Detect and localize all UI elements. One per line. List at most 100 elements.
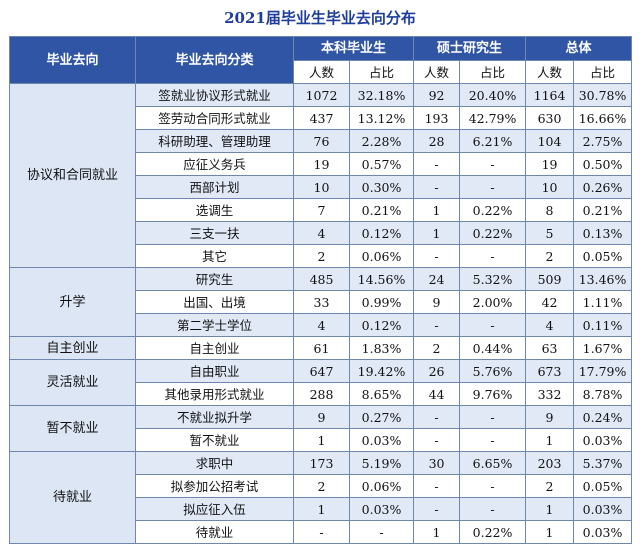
undergrad-count-cell: 61 <box>293 336 350 360</box>
category-cell: 其他录用形式就业 <box>135 382 294 406</box>
category-cell: 求职中 <box>135 451 294 475</box>
undergrad-count-cell: 76 <box>293 129 350 153</box>
destination-table: 毕业去向 毕业去向分类 本科毕业生 硕士研究生 总体 人数 占比 人数 占比 人… <box>9 36 633 544</box>
category-cell: 选调生 <box>135 198 294 222</box>
total-ratio-cell: 0.50% <box>573 152 633 176</box>
total-ratio-cell: 8.78% <box>573 382 633 406</box>
undergrad-ratio-cell: 0.30% <box>348 175 415 199</box>
undergrad-count-cell: 4 <box>293 221 350 245</box>
master-ratio-cell: 0.22% <box>459 520 527 544</box>
master-ratio-cell: 6.21% <box>459 129 527 153</box>
master-count-cell: 24 <box>413 267 461 291</box>
header-sub: 毕业去向分类 <box>135 36 294 84</box>
total-count-cell: 63 <box>525 336 575 360</box>
total-count-cell: 630 <box>525 106 575 130</box>
master-ratio-cell: 6.65% <box>459 451 527 475</box>
undergrad-ratio-cell: 32.18% <box>348 83 415 107</box>
header-master: 硕士研究生 <box>413 36 527 61</box>
header-count: 人数 <box>293 60 350 84</box>
master-count-cell: 9 <box>413 290 461 314</box>
undergrad-count-cell: 7 <box>293 198 350 222</box>
total-ratio-cell: 0.26% <box>573 175 633 199</box>
total-ratio-cell: 0.03% <box>573 428 633 452</box>
undergrad-ratio-cell: 0.57% <box>348 152 415 176</box>
master-ratio-cell: 5.32% <box>459 267 527 291</box>
master-count-cell: - <box>413 474 461 498</box>
header-ratio: 占比 <box>459 60 527 84</box>
master-ratio-cell: 0.22% <box>459 221 527 245</box>
undergrad-ratio-cell: 5.19% <box>348 451 415 475</box>
header-count: 人数 <box>413 60 461 84</box>
master-ratio-cell: 20.40% <box>459 83 527 107</box>
group-name-cell: 暂不就业 <box>9 405 136 452</box>
undergrad-count-cell: 1 <box>293 497 350 521</box>
category-cell: 签劳动合同形式就业 <box>135 106 294 130</box>
total-ratio-cell: 0.03% <box>573 497 633 521</box>
total-count-cell: 1 <box>525 428 575 452</box>
table-row: 协议和合同就业 签就业协议形式就业 1072 32.18% 92 20.40% 1164 30… <box>9 83 633 268</box>
table-row: 待就业 求职中 173 5.19% 30 6.65% 203 5.37% <box>9 451 633 544</box>
table-row: 待就业 - -1 0.22% 1 0.03% <box>9 520 633 544</box>
master-count-cell: 1 <box>413 520 461 544</box>
table-row: 自主创业 自主创业 61 1.83% 2 0.44% 63 1.67% <box>9 336 633 360</box>
total-ratio-cell: 17.79% <box>573 359 633 383</box>
total-ratio-cell: 16.66% <box>573 106 633 130</box>
total-ratio-cell: 1.67% <box>573 336 633 360</box>
total-count-cell: 4 <box>525 313 575 337</box>
undergrad-ratio-cell: 0.03% <box>348 428 415 452</box>
header-main: 毕业去向 <box>9 36 136 84</box>
undergrad-ratio-cell: 2.28% <box>348 129 415 153</box>
category-cell: 研究生 <box>135 267 294 291</box>
table-row: 三支一扶 4 0.12% 1 0.22% 5 0.13% <box>9 221 633 245</box>
master-ratio-cell: - <box>459 152 527 176</box>
undergrad-count-cell: 9 <box>293 405 350 429</box>
total-count-cell: 673 <box>525 359 575 383</box>
total-ratio-cell: 2.75% <box>573 129 633 153</box>
table-row: 签劳动合同形式就业 437 13.12% 193 42.79% 630 16.66% <box>9 106 633 130</box>
total-count-cell: 8 <box>525 198 575 222</box>
undergrad-count-cell: 1 <box>293 428 350 452</box>
table-row: 暂不就业 不就业拟升学 9 0.27% - -9 0.24% <box>9 405 633 452</box>
undergrad-count-cell: 10 <box>293 175 350 199</box>
master-count-cell: 26 <box>413 359 461 383</box>
master-count-cell: 1 <box>413 221 461 245</box>
total-ratio-cell: 1.11% <box>573 290 633 314</box>
undergrad-count-cell: 288 <box>293 382 350 406</box>
master-ratio-cell: 5.76% <box>459 359 527 383</box>
undergrad-count-cell: 33 <box>293 290 350 314</box>
undergrad-ratio-cell: 0.99% <box>348 290 415 314</box>
master-ratio-cell: 0.44% <box>459 336 527 360</box>
undergrad-count-cell: 4 <box>293 313 350 337</box>
master-ratio-cell: - <box>459 428 527 452</box>
category-cell: 西部计划 <box>135 175 294 199</box>
category-cell: 自由职业 <box>135 359 294 383</box>
total-ratio-cell: 0.21% <box>573 198 633 222</box>
category-cell: 其它 <box>135 244 294 268</box>
total-count-cell: 332 <box>525 382 575 406</box>
category-cell: 暂不就业 <box>135 428 294 452</box>
category-cell: 出国、出境 <box>135 290 294 314</box>
total-count-cell: 1 <box>525 497 575 521</box>
undergrad-ratio-cell: 0.12% <box>348 221 415 245</box>
total-count-cell: 203 <box>525 451 575 475</box>
total-count-cell: 104 <box>525 129 575 153</box>
undergrad-ratio-cell: 0.21% <box>348 198 415 222</box>
undergrad-ratio-cell: - <box>348 520 415 544</box>
total-count-cell: 5 <box>525 221 575 245</box>
undergrad-count-cell: 19 <box>293 152 350 176</box>
header-ratio: 占比 <box>573 60 633 84</box>
undergrad-count-cell: 485 <box>293 267 350 291</box>
undergrad-ratio-cell: 0.03% <box>348 497 415 521</box>
table-row: 第二学士学位 4 0.12% - -4 0.11% <box>9 313 633 337</box>
category-cell: 科研助理、管理助理 <box>135 129 294 153</box>
header-undergrad: 本科毕业生 <box>292 36 415 61</box>
total-ratio-cell: 5.37% <box>573 451 633 475</box>
undergrad-ratio-cell: 0.12% <box>348 313 415 337</box>
category-cell: 拟参加公招考试 <box>135 474 294 498</box>
total-count-cell: 9 <box>525 405 575 429</box>
table-row: 科研助理、管理助理 76 2.28% 28 6.21% 104 2.75% <box>9 129 633 153</box>
master-ratio-cell: - <box>459 175 527 199</box>
undergrad-ratio-cell: 0.06% <box>348 244 415 268</box>
group-name-cell: 灵活就业 <box>9 359 136 406</box>
category-cell: 第二学士学位 <box>135 313 294 337</box>
